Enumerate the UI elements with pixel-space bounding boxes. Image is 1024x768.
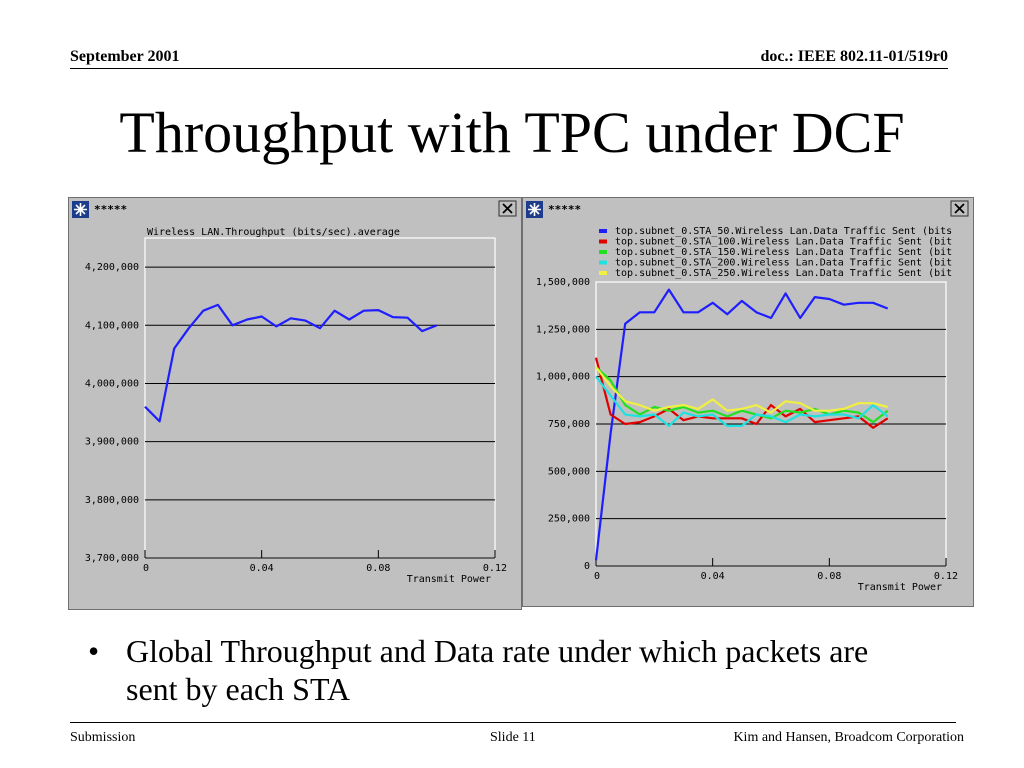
- data-traffic-chart: ***** 0 250,000 500,000 750,000 1,000,000 1,25…: [523, 198, 973, 593]
- footer-submission: Submission: [70, 730, 136, 745]
- legend-entry: top.subnet_0.STA_50.Wireless Lan.Data Tr…: [615, 226, 952, 237]
- y-tick-label: 4,200,000: [85, 262, 139, 273]
- app-logo-icon: [72, 201, 89, 218]
- series-line: [144, 303, 438, 423]
- x-axis-label: Transmit Power: [858, 582, 942, 593]
- x-tick-label: 0.04: [701, 571, 725, 582]
- y-tick-label: 3,700,000: [85, 553, 139, 564]
- y-tick-label: 1,500,000: [536, 277, 590, 288]
- window-titlebar: [523, 198, 973, 220]
- close-icon[interactable]: [954, 203, 965, 214]
- x-tick-label: 0.08: [366, 563, 390, 574]
- legend-swatch: [599, 250, 607, 254]
- footer-slide-number: Slide 11: [490, 730, 536, 745]
- y-tick-label: 4,000,000: [85, 378, 139, 389]
- y-tick-label: 250,000: [548, 514, 590, 525]
- slide-title: Throughput with TPC under DCF: [119, 100, 905, 165]
- x-tick-label: 0.12: [483, 563, 507, 574]
- x-tick-label: 0: [594, 571, 600, 582]
- chart-title: Wireless LAN.Throughput (bits/sec).avera…: [147, 227, 400, 238]
- y-tick-label: 1,000,000: [536, 372, 590, 383]
- footer-authors: Kim and Hansen, Broadcom Corporation: [733, 730, 964, 745]
- y-tick-label: 3,900,000: [85, 437, 139, 448]
- series-line: [594, 288, 889, 561]
- window-title: *****: [94, 203, 127, 216]
- series-line: [595, 366, 888, 414]
- bullet-text: Global Throughput and Data rate under wh…: [126, 633, 869, 707]
- legend-swatch: [599, 229, 607, 233]
- app-logo-icon-star: [528, 203, 541, 216]
- plot-area: [144, 237, 496, 559]
- legend-swatch: [599, 260, 607, 265]
- y-tick-label: 4,100,000: [85, 320, 139, 331]
- y-tick-label: 500,000: [548, 466, 590, 477]
- x-axis-label: Transmit Power: [407, 574, 491, 585]
- throughput-chart: ***** Wireless LAN.Throughput (bits/sec).…: [69, 198, 521, 585]
- footer-rule: [70, 722, 956, 723]
- legend-swatch: [599, 271, 607, 275]
- app-logo-icon: [526, 201, 543, 218]
- chart-window-data-traffic: ***** 0 250,000 500,000 750,000 1,000,000 1,25…: [522, 197, 974, 607]
- close-icon[interactable]: [502, 203, 513, 214]
- x-tick-label: 0.08: [817, 571, 841, 582]
- bullet-dot: •: [88, 633, 100, 669]
- header-rule: [70, 68, 948, 69]
- header-doc-id: doc.: IEEE 802.11-01/519r0: [760, 48, 948, 65]
- x-tick-label: 0.04: [250, 563, 274, 574]
- series-line: [595, 366, 889, 424]
- x-tick-label: 0: [143, 563, 149, 574]
- window-title: *****: [548, 203, 581, 216]
- series-line: [595, 376, 889, 427]
- close-button[interactable]: [950, 200, 969, 217]
- legend-swatch: [599, 239, 607, 244]
- app-logo-icon-star: [74, 203, 87, 216]
- close-button[interactable]: [498, 200, 517, 217]
- y-tick-label: 0: [584, 561, 590, 572]
- window-titlebar: [69, 198, 521, 220]
- x-tick-label: 0.12: [934, 571, 958, 582]
- chart-window-throughput: ***** Wireless LAN.Throughput (bits/sec).…: [68, 197, 522, 610]
- series-line: [594, 357, 889, 429]
- header-date: September 2001: [70, 48, 180, 65]
- legend-entry: top.subnet_0.STA_250.Wireless Lan.Data T…: [615, 268, 952, 279]
- y-tick-label: 750,000: [548, 419, 590, 430]
- legend-entry: top.subnet_0.STA_100.Wireless Lan.Data T…: [615, 237, 952, 248]
- y-tick-label: 1,250,000: [536, 324, 590, 335]
- bullet-point: • Global Throughput and Data rate under …: [88, 632, 896, 708]
- y-tick-label: 3,800,000: [85, 495, 139, 506]
- legend-entry: top.subnet_0.STA_150.Wireless Lan.Data T…: [615, 247, 952, 258]
- legend-entry: top.subnet_0.STA_200.Wireless Lan.Data T…: [615, 258, 952, 269]
